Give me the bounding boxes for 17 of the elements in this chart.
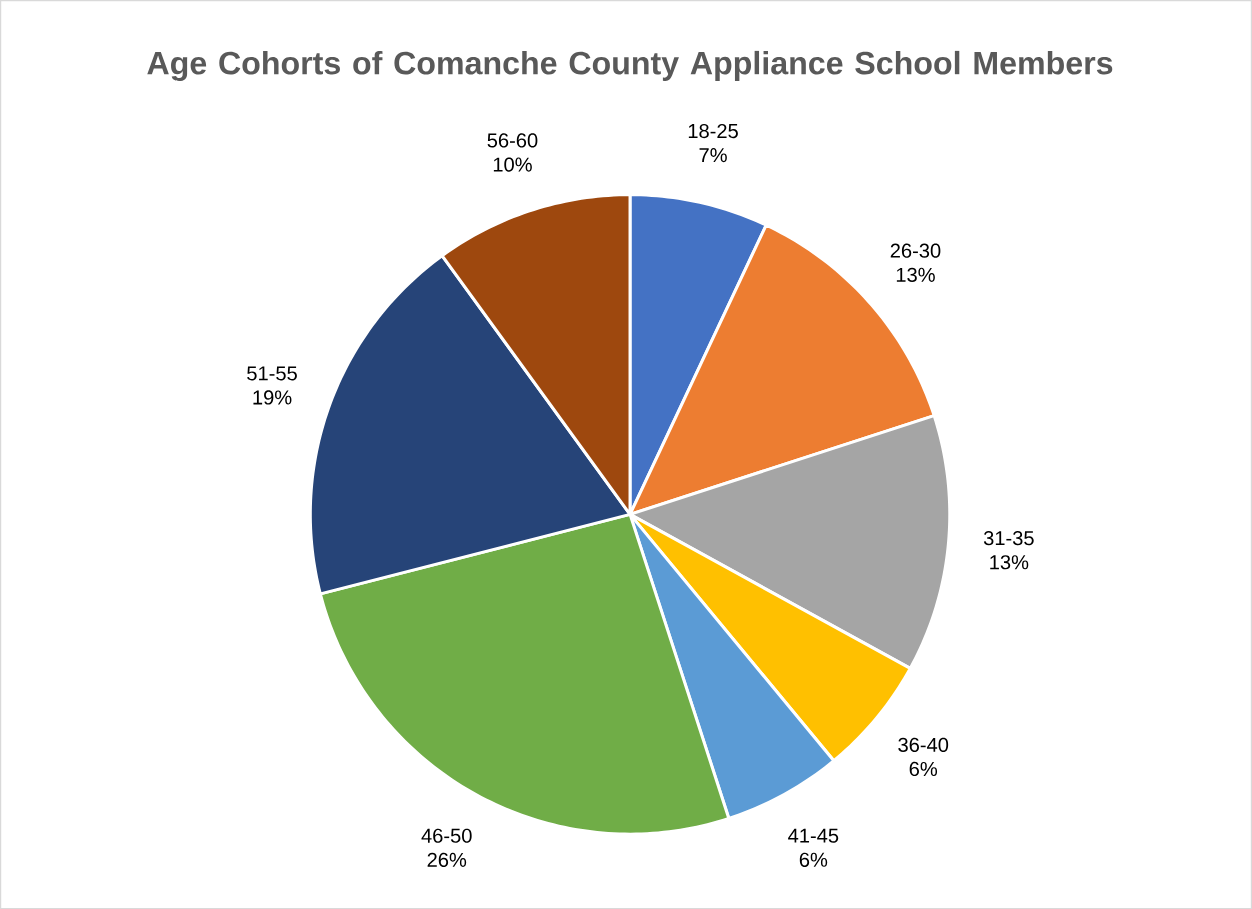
slice-label: 41-45 (788, 828, 839, 843)
data-label: 13% (896, 267, 935, 282)
slice-label: 36-40 (898, 737, 949, 752)
slice-label: 26-30 (890, 243, 941, 258)
data-label: 6% (799, 852, 828, 867)
slice-label: 56-60 (487, 133, 538, 148)
data-label: 13% (990, 555, 1029, 570)
chart-title: Age Cohorts of Comanche County Appliance School Members (147, 50, 1113, 81)
slice-label: 31-35 (983, 530, 1034, 546)
data-label: 19% (253, 390, 292, 405)
data-label: 26% (427, 852, 467, 867)
data-label: 6% (909, 761, 938, 777)
slice-label: 51-55 (247, 366, 297, 381)
slice-label: 46-50 (421, 828, 472, 843)
slice-label: 18-25 (688, 123, 738, 139)
data-label: 7% (699, 148, 727, 163)
data-label: 10% (493, 157, 532, 172)
